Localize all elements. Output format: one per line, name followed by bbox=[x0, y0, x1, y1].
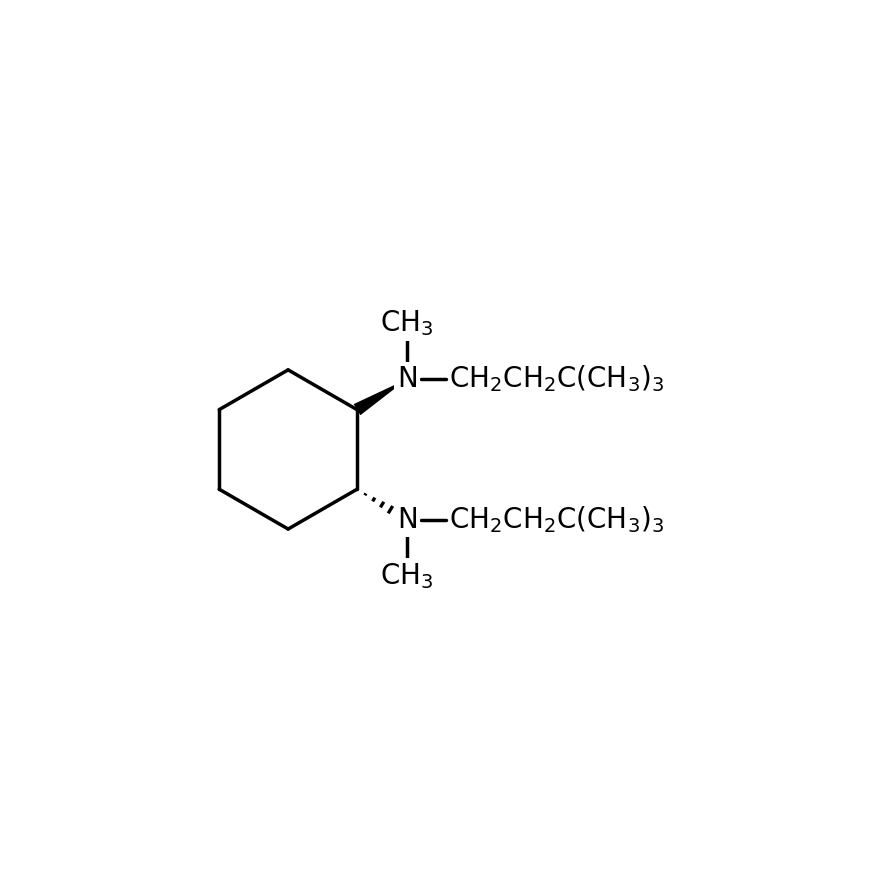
Text: N: N bbox=[397, 365, 417, 393]
Text: CH$_2$CH$_2$C(CH$_3$)$_3$: CH$_2$CH$_2$C(CH$_3$)$_3$ bbox=[449, 505, 664, 535]
Text: N: N bbox=[397, 506, 417, 534]
Text: CH$_2$CH$_2$C(CH$_3$)$_3$: CH$_2$CH$_2$C(CH$_3$)$_3$ bbox=[449, 364, 664, 394]
Polygon shape bbox=[353, 379, 407, 416]
Text: CH$_3$: CH$_3$ bbox=[380, 308, 433, 338]
Text: CH$_3$: CH$_3$ bbox=[380, 561, 433, 591]
